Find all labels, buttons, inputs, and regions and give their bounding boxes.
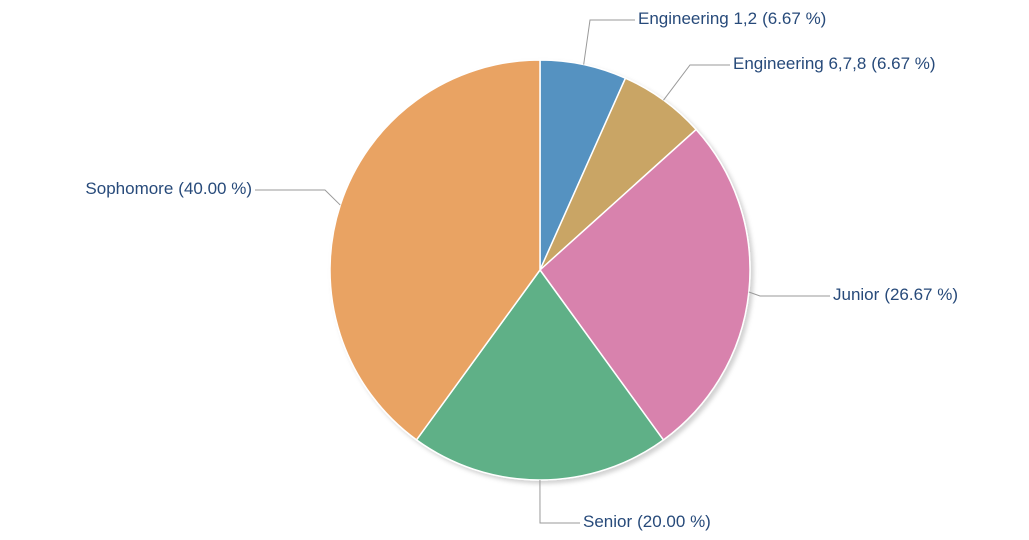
slice-category: Senior [583,512,632,531]
slice-label: Engineering 1,2 (6.67 %) [638,9,826,28]
slice-label: Junior (26.67 %) [833,285,958,304]
slice-category: Engineering 6,7,8 [733,54,866,73]
slice-value-label: (40.00 %) [178,179,252,198]
leader-line [748,291,830,297]
slice-value-label: (20.00 %) [637,512,711,531]
leader-line [255,189,341,206]
slice-label: Sophomore (40.00 %) [85,179,252,198]
slice-label: Engineering 6,7,8 (6.67 %) [733,54,936,73]
slice-label: Senior (20.00 %) [583,512,711,531]
pie [329,59,751,481]
slice-category: Junior [833,285,880,304]
slice-value-label: (6.67 %) [762,9,826,28]
slice-category: Engineering 1,2 [638,9,757,28]
leader-line [539,479,580,524]
leader-line [663,64,730,101]
slice-value-label: (6.67 %) [871,54,935,73]
leader-line [583,19,635,65]
pie-slice [538,128,751,441]
slice-category: Sophomore [85,179,173,198]
slice-value-label: (26.67 %) [884,285,958,304]
